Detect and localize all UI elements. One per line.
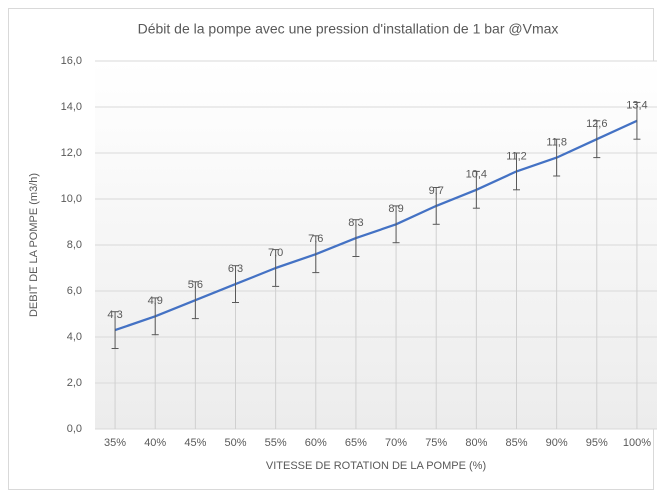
- x-tick-label: 90%: [546, 437, 568, 449]
- y-tick-label: 0,0: [67, 423, 82, 435]
- data-label: 13,4: [626, 100, 647, 112]
- data-label: 11,8: [546, 137, 567, 149]
- error-bar: [151, 297, 159, 336]
- error-bar: [392, 205, 400, 244]
- x-tick-label: 55%: [265, 437, 287, 449]
- y-tick-label: 10,0: [61, 193, 82, 205]
- x-tick-label: 75%: [425, 437, 447, 449]
- chart-title: Débit de la pompe avec une pression d'in…: [138, 21, 559, 37]
- data-label: 12,6: [586, 118, 607, 130]
- y-tick-label: 4,0: [67, 331, 82, 343]
- x-tick-label: 45%: [184, 437, 206, 449]
- y-tick-label: 12,0: [61, 147, 82, 159]
- data-label: 5,6: [188, 279, 203, 291]
- data-label: 10,4: [466, 169, 487, 181]
- y-tick-label: 16,0: [61, 55, 82, 67]
- x-tick-label: 95%: [586, 437, 608, 449]
- data-label: 4,9: [148, 295, 163, 307]
- data-label: 6,3: [228, 263, 243, 275]
- data-label: 8,3: [348, 217, 363, 229]
- error-bar: [593, 120, 601, 159]
- x-tick-label: 70%: [385, 437, 407, 449]
- error-bar: [191, 281, 199, 320]
- data-label: 4,3: [107, 309, 122, 321]
- series-line: [114, 119, 638, 332]
- error-bar: [472, 170, 480, 209]
- data-label: 8,9: [388, 203, 403, 215]
- y-tick-label: 8,0: [67, 239, 82, 251]
- error-bar: [513, 152, 520, 191]
- error-bar: [272, 249, 280, 287]
- y-axis-label: DEBIT DE LA POMPE (m3/h): [28, 173, 40, 317]
- y-tick-label: 14,0: [61, 101, 82, 113]
- error-bar: [553, 138, 561, 177]
- y-tick-label: 2,0: [67, 377, 82, 389]
- y-tick-label: 6,0: [67, 285, 82, 297]
- error-bar: [352, 219, 360, 257]
- x-tick-label: 40%: [144, 437, 166, 449]
- x-tick-label: 100%: [623, 437, 651, 449]
- data-label: 11,2: [506, 150, 527, 162]
- error-bar: [111, 311, 119, 349]
- x-tick-label: 65%: [345, 437, 367, 449]
- data-label: 9,7: [429, 185, 444, 197]
- x-tick-label: 35%: [104, 437, 126, 449]
- data-label: 7,6: [308, 233, 323, 245]
- error-bar: [432, 187, 440, 225]
- x-tick-label: 60%: [305, 437, 327, 449]
- x-axis-label: VITESSE DE ROTATION DE LA POMPE (%): [266, 460, 486, 472]
- x-tick-label: 80%: [465, 437, 487, 449]
- x-tick-label: 50%: [224, 437, 246, 449]
- error-bar: [633, 101, 641, 140]
- x-tick-label: 85%: [505, 437, 527, 449]
- error-bar: [312, 235, 320, 274]
- data-label: 7,0: [268, 247, 283, 259]
- error-bar: [232, 265, 239, 303]
